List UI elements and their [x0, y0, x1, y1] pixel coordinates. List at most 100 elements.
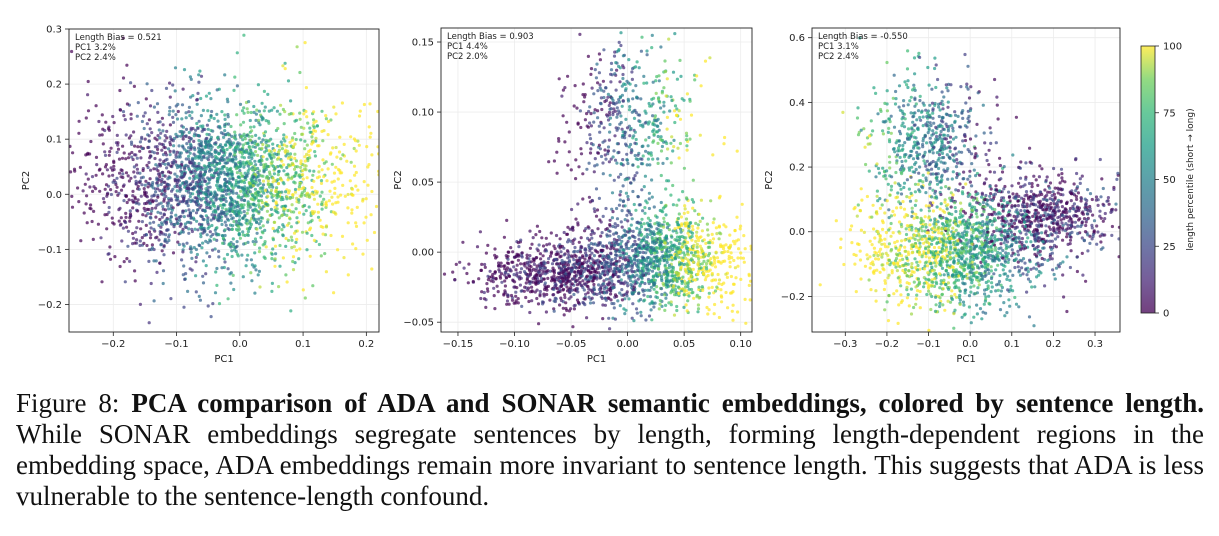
data-point	[196, 203, 200, 207]
data-point	[601, 214, 605, 218]
data-point	[176, 202, 180, 206]
data-point	[579, 271, 583, 276]
data-point	[572, 307, 577, 311]
data-point	[267, 109, 271, 113]
data-point	[499, 261, 503, 265]
data-point	[235, 209, 239, 213]
data-point	[680, 97, 684, 101]
data-point	[140, 183, 144, 187]
data-point	[176, 178, 180, 182]
data-point	[160, 177, 164, 181]
data-point	[108, 150, 112, 154]
data-point	[203, 140, 207, 145]
data-point	[245, 133, 249, 137]
data-point	[642, 74, 646, 78]
data-point	[282, 206, 286, 210]
data-point	[647, 101, 651, 106]
data-point	[174, 163, 179, 167]
data-point	[245, 107, 249, 111]
data-point	[262, 165, 266, 169]
data-point	[196, 133, 200, 138]
data-point	[169, 215, 173, 219]
data-point	[217, 255, 221, 259]
data-point	[228, 223, 233, 227]
data-point	[231, 216, 235, 220]
data-point	[665, 179, 669, 183]
data-point	[211, 232, 215, 237]
data-point	[124, 194, 128, 199]
data-point	[702, 238, 706, 242]
data-point	[696, 307, 701, 311]
data-point	[659, 224, 663, 228]
data-point	[620, 293, 624, 297]
data-point	[149, 233, 153, 237]
data-point	[291, 144, 296, 148]
data-point	[645, 163, 649, 167]
data-point	[238, 142, 242, 146]
data-point	[665, 226, 670, 230]
data-point	[109, 188, 113, 192]
data-point	[528, 246, 533, 250]
data-point	[207, 164, 211, 168]
data-point	[322, 175, 326, 179]
data-point	[610, 191, 615, 195]
data-point	[669, 253, 673, 257]
data-point	[214, 231, 218, 235]
data-point	[304, 209, 308, 213]
data-point	[589, 241, 593, 246]
data-point	[587, 161, 591, 165]
data-point	[478, 230, 482, 234]
data-point	[173, 89, 177, 93]
data-point	[184, 116, 188, 120]
data-point	[612, 306, 616, 310]
data-point	[145, 243, 149, 248]
data-point	[665, 115, 670, 119]
data-point	[631, 189, 635, 194]
data-point	[215, 197, 219, 201]
data-point	[675, 231, 679, 235]
data-point	[286, 156, 290, 160]
data-point	[257, 210, 261, 214]
data-point	[271, 185, 275, 189]
data-point	[485, 287, 490, 291]
data-point	[599, 121, 603, 126]
data-point	[273, 167, 277, 171]
data-point	[662, 100, 666, 104]
data-point	[175, 189, 179, 193]
data-point	[159, 211, 163, 215]
data-point	[163, 191, 167, 195]
data-point	[266, 92, 270, 96]
data-point	[319, 179, 324, 183]
data-point	[623, 218, 627, 222]
data-point	[324, 160, 328, 164]
data-point	[219, 170, 223, 174]
data-point	[650, 300, 654, 304]
data-point	[535, 264, 539, 268]
data-point	[297, 200, 301, 204]
data-point	[576, 300, 581, 304]
data-point	[140, 220, 144, 224]
data-point	[239, 204, 244, 208]
data-point	[643, 211, 647, 215]
data-point	[168, 95, 172, 99]
data-point	[205, 182, 209, 186]
data-point	[655, 227, 659, 231]
data-point	[598, 130, 602, 134]
data-point	[650, 257, 654, 261]
data-point	[148, 150, 152, 154]
data-point	[671, 70, 676, 74]
data-point	[597, 283, 601, 287]
data-point	[540, 236, 544, 240]
data-point	[294, 240, 298, 244]
data-point	[242, 111, 246, 115]
data-point	[370, 189, 374, 194]
data-point	[247, 181, 252, 185]
data-point	[261, 138, 265, 142]
data-point	[216, 119, 220, 123]
data-point	[578, 32, 582, 37]
data-point	[689, 113, 694, 117]
data-point	[172, 223, 177, 227]
data-point	[675, 304, 679, 309]
data-point	[350, 211, 354, 215]
data-point	[652, 305, 656, 309]
